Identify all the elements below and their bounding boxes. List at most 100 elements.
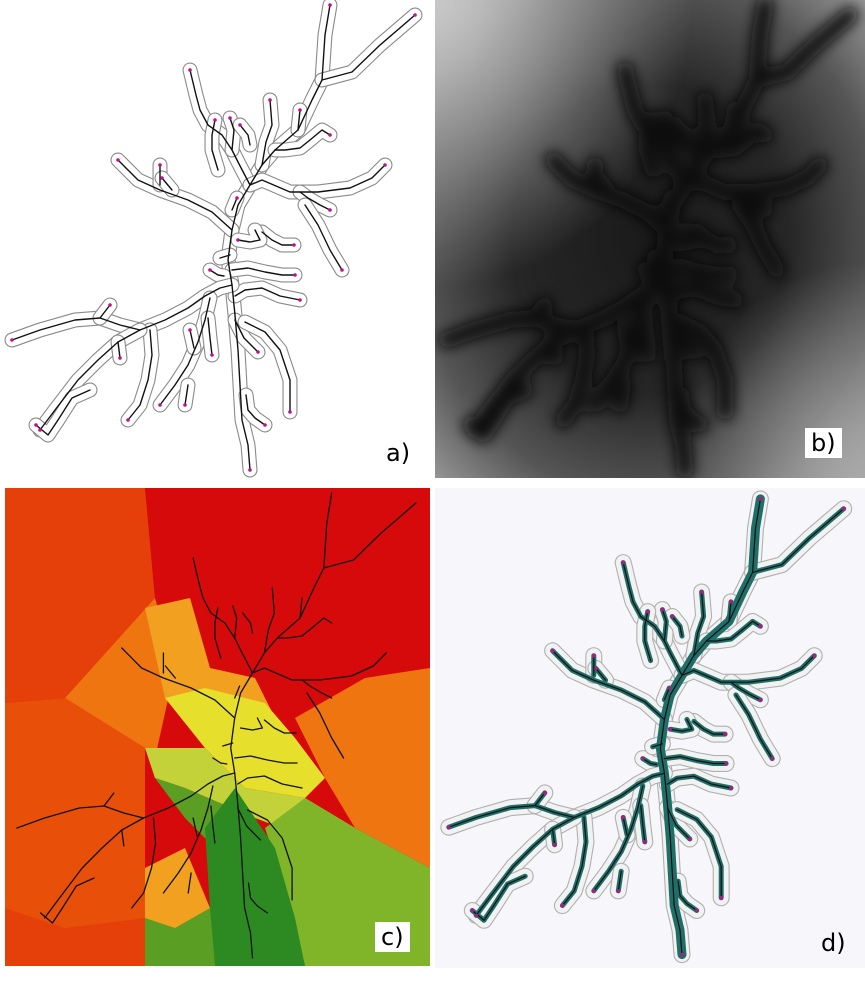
branch-skeleton — [209, 269, 225, 277]
branch-skeleton — [189, 69, 251, 186]
valley-path — [545, 334, 563, 366]
branch-endpoint — [328, 208, 332, 212]
branch-skeleton — [263, 719, 297, 734]
valley-path — [677, 157, 828, 200]
branch-endpoint — [292, 243, 296, 247]
branch-skeleton — [552, 650, 665, 720]
branch-endpoint — [699, 590, 704, 594]
panel-d-canvas — [440, 490, 853, 964]
valley-path — [527, 297, 553, 326]
branch-endpoint — [592, 889, 596, 893]
panel-c-canvas — [5, 488, 430, 966]
valley-path — [659, 190, 680, 218]
branch-endpoint — [108, 303, 112, 307]
region-orange-center-left — [65, 598, 175, 758]
branch-skeleton — [131, 817, 157, 909]
panel-a-canvas — [4, 0, 423, 478]
branch-endpoint — [719, 896, 723, 900]
branch-endpoint — [474, 913, 478, 918]
branch-skeleton — [222, 742, 234, 747]
branch-endpoint — [729, 600, 733, 604]
tree-skeleton — [11, 4, 416, 471]
branch-skeleton — [534, 792, 546, 807]
branch-endpoint — [10, 338, 14, 342]
valley-path — [667, 117, 693, 153]
branch-skeleton — [231, 267, 296, 276]
branch-endpoint — [670, 614, 674, 619]
branch-outline-fill — [315, 8, 422, 87]
branch-endpoint — [688, 837, 692, 841]
branch-skeleton — [681, 655, 815, 683]
branch-endpoint — [729, 786, 733, 790]
branch-endpoint — [126, 418, 130, 422]
branch-endpoint — [158, 403, 162, 407]
branch-skeleton — [241, 612, 254, 634]
branch-skeleton — [644, 611, 652, 662]
branch-endpoint — [841, 506, 846, 511]
branch-endpoint — [470, 908, 475, 913]
branch-endpoint — [694, 908, 699, 913]
branch-skeleton — [237, 807, 262, 841]
branch-endpoint — [288, 410, 292, 414]
valley-path — [672, 314, 733, 420]
branch-skeleton — [693, 591, 705, 657]
branch-skeleton — [219, 254, 231, 259]
valley-path — [673, 387, 708, 433]
valley-path — [463, 382, 533, 443]
branch-skeleton — [735, 694, 773, 760]
branch-skeleton — [117, 341, 121, 359]
branch-skeleton — [299, 597, 303, 619]
panel-c-height-map: c) — [5, 488, 430, 966]
branch-skeleton — [304, 204, 343, 271]
branch-endpoint — [592, 653, 596, 658]
branch-endpoint — [594, 666, 598, 671]
region-orange-red-left — [5, 488, 155, 703]
branch-skeleton — [251, 652, 387, 681]
branch-skeleton — [187, 872, 192, 894]
branch-skeleton — [237, 775, 303, 789]
branch-skeleton — [121, 829, 125, 847]
branch-skeleton — [247, 882, 269, 914]
branch-skeleton — [261, 231, 295, 246]
branch-skeleton — [693, 720, 726, 735]
branch-skeleton — [207, 317, 213, 356]
branch-skeleton — [666, 807, 691, 840]
region-green-dark — [205, 788, 305, 966]
branch-skeleton — [622, 562, 683, 676]
branch-skeleton — [161, 177, 173, 191]
branch-skeleton — [232, 605, 238, 639]
branch-skeleton — [127, 329, 153, 421]
branch-skeleton — [231, 197, 238, 211]
branch-skeleton — [261, 99, 273, 166]
branch-skeleton — [301, 679, 333, 699]
valley-path — [589, 170, 615, 198]
branch-endpoint — [560, 903, 565, 908]
branch-skeleton — [321, 14, 416, 81]
branch-skeleton — [471, 875, 526, 921]
branch-endpoint — [758, 497, 763, 501]
branch-endpoint — [248, 468, 252, 472]
branch-endpoint — [293, 273, 297, 277]
branch-skeleton — [164, 665, 176, 679]
branch-endpoint — [116, 158, 120, 162]
branch-skeleton — [43, 817, 145, 919]
branch-skeleton — [752, 508, 845, 573]
branch-endpoint — [208, 268, 212, 272]
branch-skeleton — [676, 809, 722, 899]
branch-skeleton — [237, 229, 261, 243]
branch-skeleton — [617, 870, 622, 892]
region-red-top — [145, 488, 240, 618]
branch-endpoint — [183, 403, 187, 407]
branch-endpoint — [328, 133, 332, 137]
branch-skeleton — [659, 498, 761, 956]
branch-endpoint — [552, 843, 557, 847]
branch-endpoint — [118, 356, 122, 360]
branch-endpoint — [256, 350, 260, 354]
branch-endpoint — [235, 196, 239, 200]
branch-skeleton — [263, 587, 275, 654]
branch-outline-fill — [243, 158, 392, 199]
branch-endpoint — [660, 607, 665, 612]
panel-a-label: a) — [386, 439, 411, 467]
branch-skeleton — [39, 329, 141, 431]
branch-skeleton — [245, 394, 266, 426]
